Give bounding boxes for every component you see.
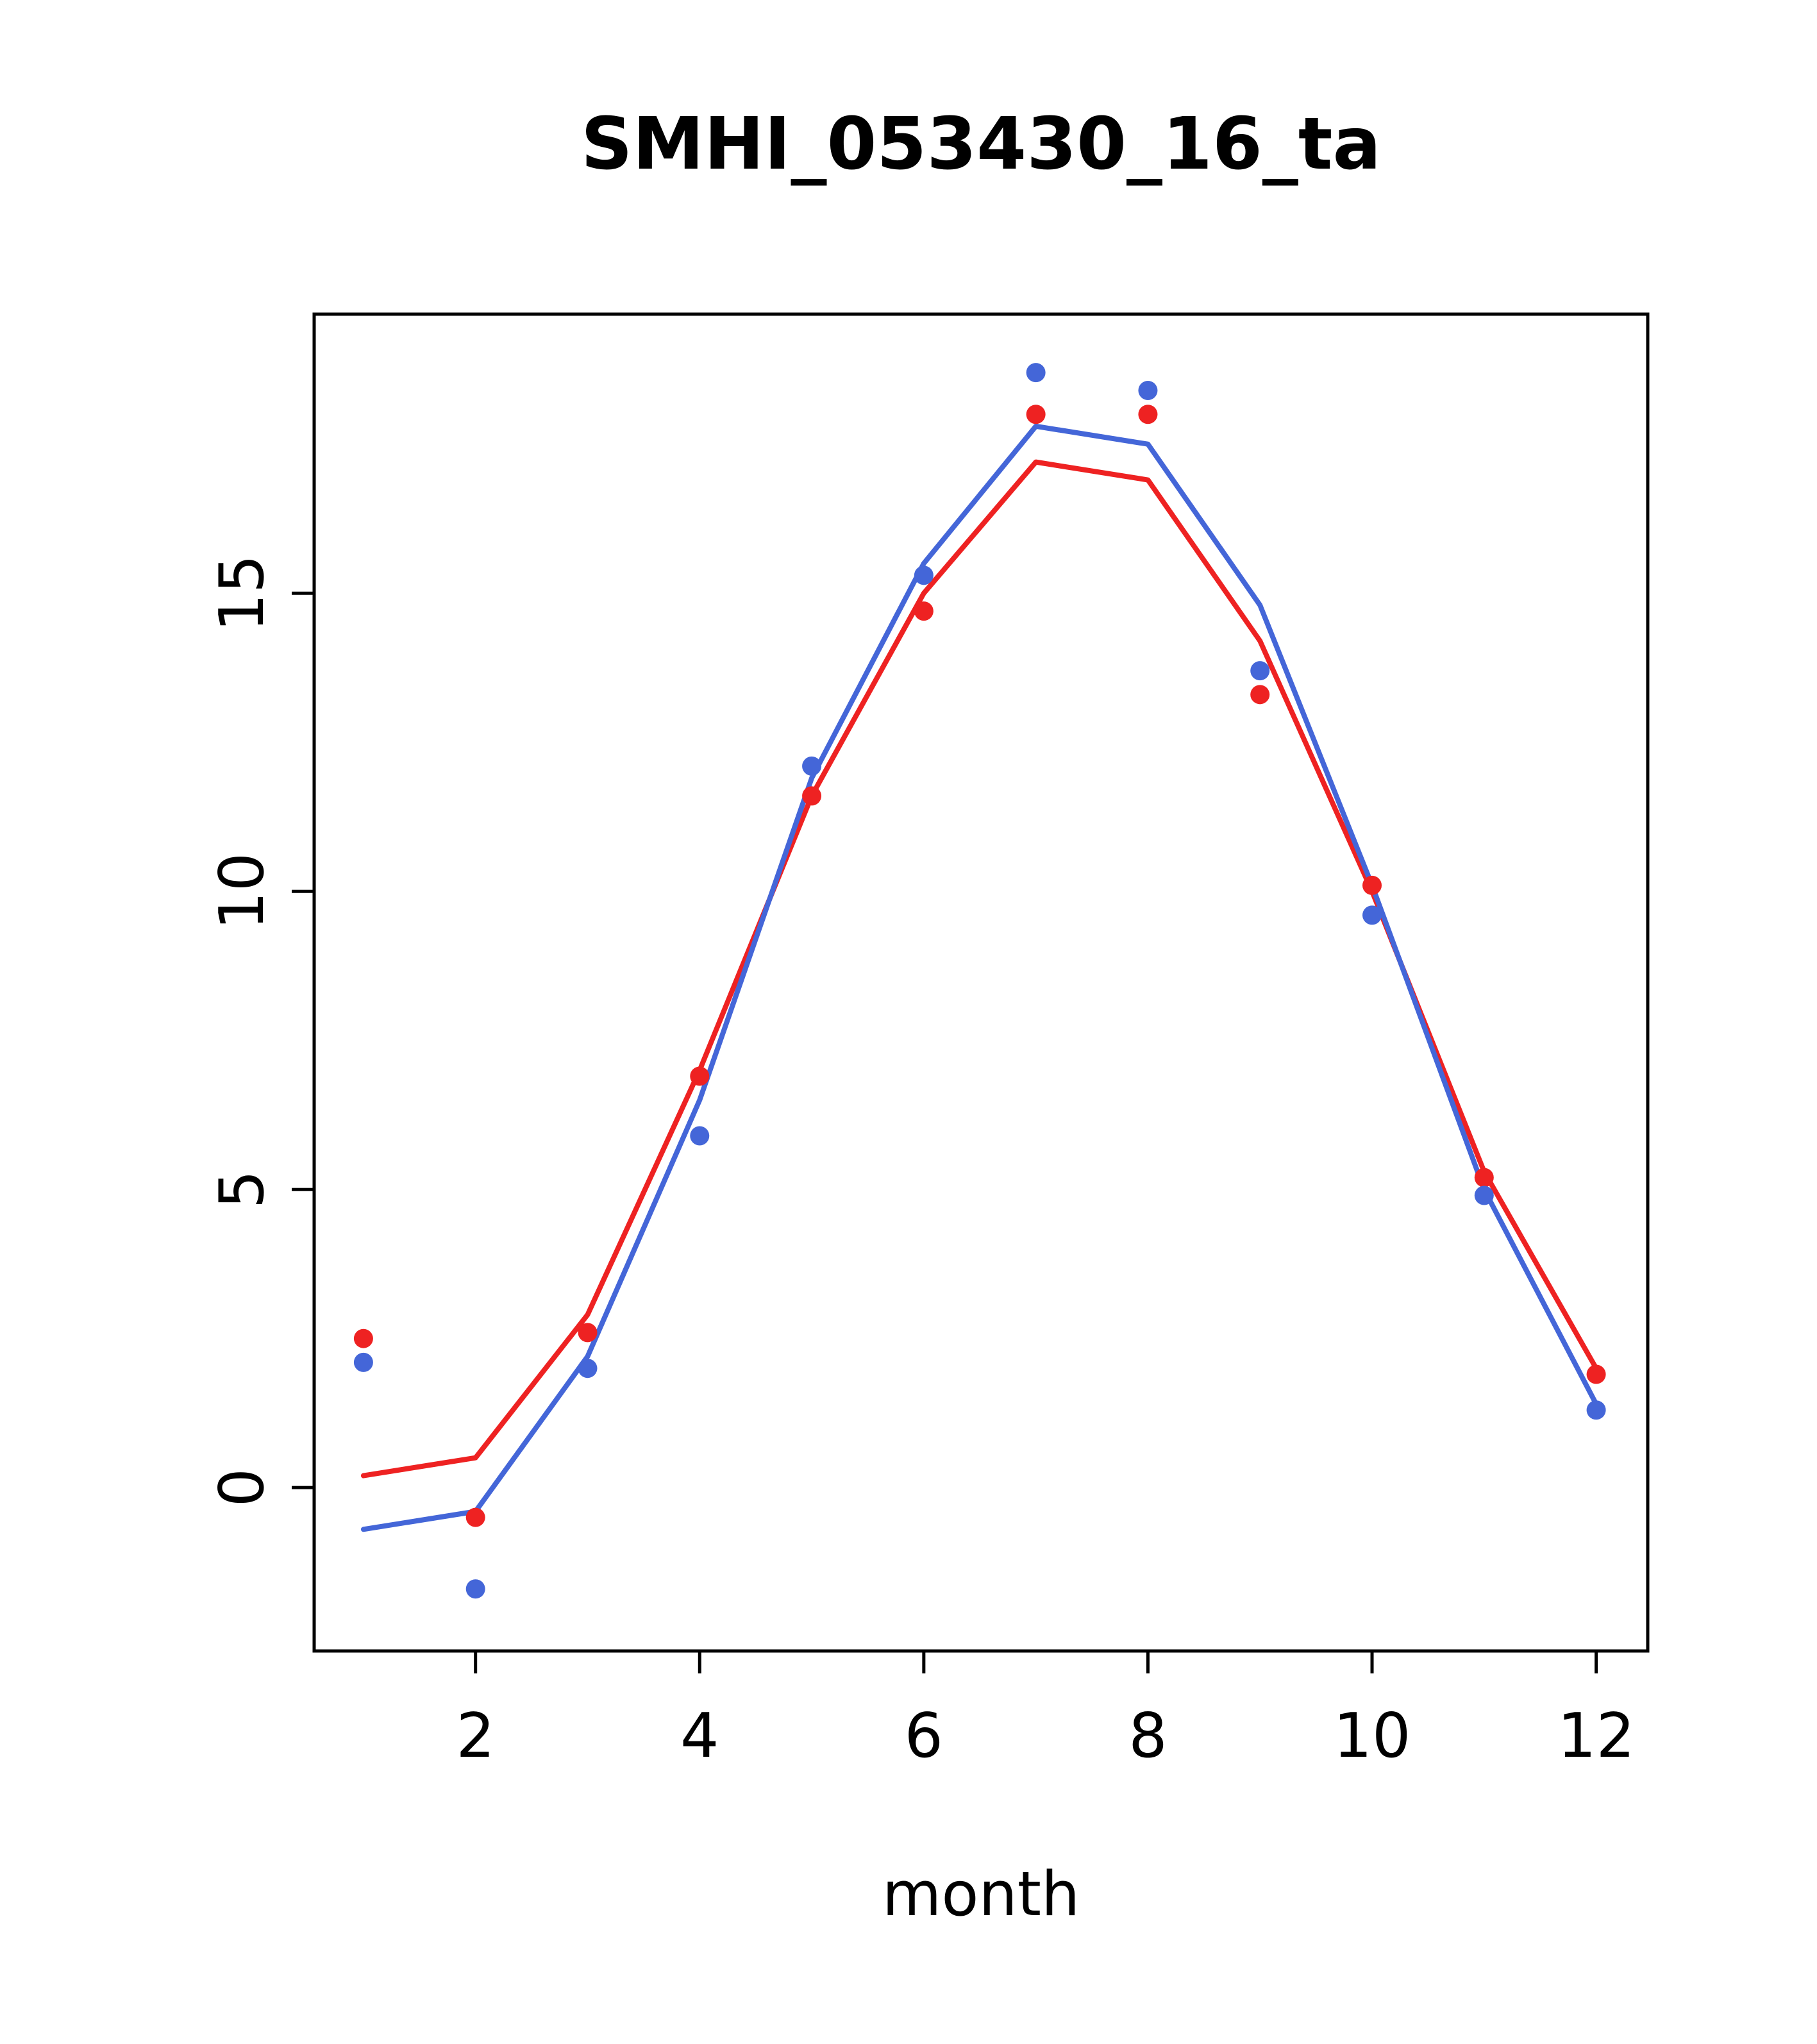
red-points-marker	[1026, 405, 1046, 424]
red-points-marker	[578, 1323, 598, 1343]
chart-title: SMHI_053430_16_ta	[580, 103, 1382, 186]
blue-points-marker	[465, 1579, 485, 1599]
blue-points-marker	[1026, 363, 1046, 383]
red-points-marker	[1586, 1364, 1606, 1384]
blue-points-marker	[914, 565, 934, 585]
blue-points-marker	[353, 1352, 373, 1372]
red-points-marker	[465, 1507, 485, 1527]
x-tick-label: 2	[456, 1701, 494, 1772]
red-points-marker	[1362, 875, 1382, 895]
blue-points-marker	[690, 1126, 710, 1146]
red-points-marker	[353, 1328, 373, 1348]
y-tick-label: 0	[207, 1468, 278, 1507]
blue-points-marker	[1474, 1185, 1494, 1205]
y-tick-label: 15	[207, 555, 278, 632]
blue-points-marker	[1586, 1400, 1606, 1420]
red-points-marker	[1250, 685, 1270, 705]
blue-points-marker	[578, 1359, 598, 1378]
y-tick-label: 10	[207, 853, 278, 930]
x-tick-label: 6	[905, 1701, 943, 1772]
red-points-marker	[1138, 405, 1158, 424]
y-tick-label: 5	[207, 1170, 278, 1209]
red-points-marker	[802, 786, 822, 806]
blue-line	[360, 423, 1599, 1532]
red-line	[360, 459, 1599, 1479]
red-points-marker	[1474, 1168, 1494, 1187]
blue-points-marker	[1138, 381, 1158, 401]
x-tick-label: 10	[1334, 1701, 1411, 1772]
blue-points-marker	[802, 756, 822, 776]
blue-points-marker	[1250, 661, 1270, 681]
blue-points-marker	[1362, 905, 1382, 925]
red-points-marker	[914, 601, 934, 621]
x-tick-label: 4	[680, 1701, 719, 1772]
red-points-marker	[690, 1066, 710, 1086]
x-tick-label: 12	[1557, 1701, 1635, 1772]
plot-frame	[312, 312, 1650, 1653]
x-axis-label: month	[882, 1859, 1080, 1930]
x-tick-label: 8	[1128, 1701, 1167, 1772]
